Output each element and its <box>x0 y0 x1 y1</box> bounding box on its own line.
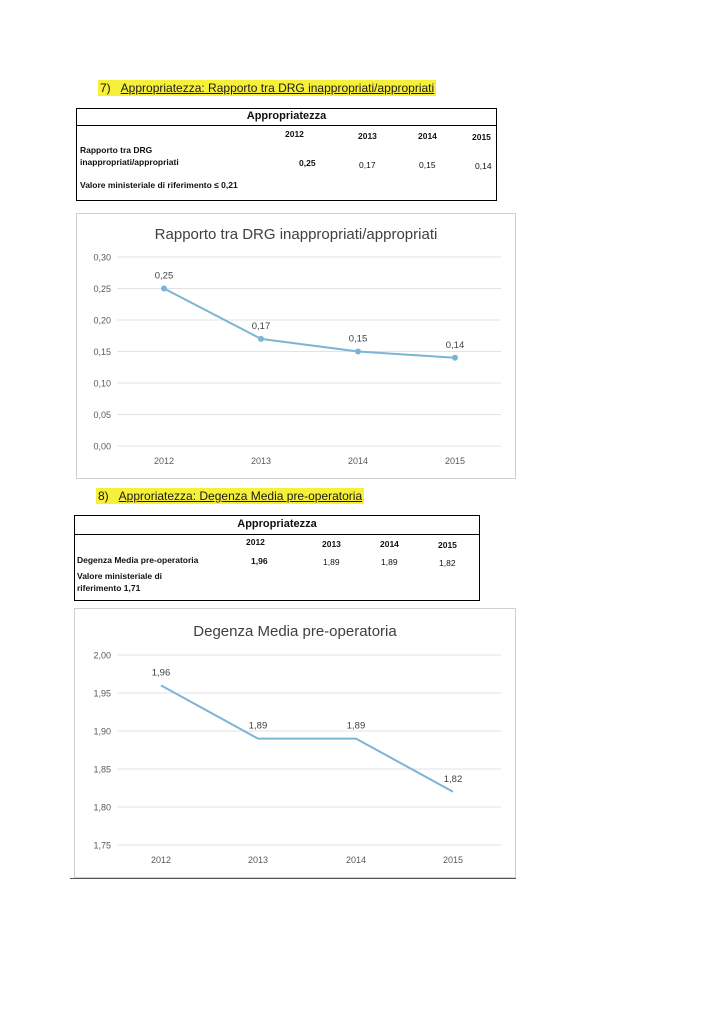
y-tick-label: 0,25 <box>93 284 111 294</box>
x-tick-label: 2014 <box>346 855 366 865</box>
x-tick-label: 2013 <box>251 456 271 466</box>
table-divider <box>77 125 496 126</box>
appropriatezza-table-drg: Appropriatezza 2012 2013 2014 2015 Rappo… <box>76 108 497 201</box>
table-title: Appropriatezza <box>237 518 317 530</box>
row-label: inappropriati/appropriati <box>80 157 179 167</box>
data-point <box>452 354 458 361</box>
section-number: 7) <box>100 81 111 95</box>
section-heading-8: 8) Approriatezza: Degenza Media pre-opera… <box>96 488 365 504</box>
series-line <box>160 684 454 793</box>
row-label: Degenza Media pre-operatoria <box>77 555 199 565</box>
y-tick-label: 1,80 <box>93 803 111 813</box>
y-tick-label: 1,85 <box>93 765 111 775</box>
chart-title: Rapporto tra DRG inappropriati/appropria… <box>154 226 438 243</box>
data-point <box>258 335 264 342</box>
data-label: 1,89 <box>347 721 366 732</box>
table-value: 0,25 <box>299 158 316 168</box>
table-value: 0,15 <box>419 160 436 170</box>
chart-degenza-media-svg: 1,75 1,80 1,85 1,90 1,95 2,00 2012 2013 2014 2015… <box>93 651 501 865</box>
year-header: 2013 <box>358 131 377 141</box>
page-divider <box>70 878 516 879</box>
data-label: 0,17 <box>252 321 271 332</box>
series-line <box>163 287 456 359</box>
data-label: 0,14 <box>446 340 465 351</box>
table-value: 0,17 <box>359 160 376 170</box>
data-label: 0,25 <box>155 271 174 282</box>
table-value: 0,14 <box>475 161 492 171</box>
section-title: Appropriatezza: Rapporto tra DRG inappro… <box>120 81 435 95</box>
year-header: 2012 <box>246 537 265 547</box>
chart-title: Degenza Media pre-operatoria <box>193 623 397 640</box>
y-tick-label: 0,30 <box>93 253 111 263</box>
section-title: Approriatezza: Degenza Media pre-operato… <box>118 489 363 503</box>
table-value: 1,82 <box>439 558 456 568</box>
row-label: Rapporto tra DRG <box>80 145 153 155</box>
reference-value: riferimento 1,71 <box>77 583 141 593</box>
chart-drg-ratio-svg: 0,00 0,05 0,10 0,15 0,20 0,25 0,30 2012 2013 2014… <box>93 253 501 466</box>
data-label: 0,15 <box>349 334 368 345</box>
year-header: 2013 <box>322 539 341 549</box>
table-value: 1,96 <box>251 556 268 566</box>
x-tick-label: 2013 <box>248 855 268 865</box>
y-tick-label: 0,05 <box>93 410 111 420</box>
y-tick-label: 0,20 <box>93 316 111 326</box>
appropriatezza-table-degenza: Appropriatezza 2012 2013 2014 2015 Degen… <box>74 515 480 601</box>
year-header: 2015 <box>472 132 491 142</box>
x-tick-label: 2012 <box>151 855 171 865</box>
table-divider <box>75 534 479 535</box>
data-point <box>355 348 361 355</box>
section-number: 8) <box>98 489 109 503</box>
chart-degenza-media: Degenza Media pre-operatoria 1,75 1,80 1,8… <box>74 608 516 878</box>
y-tick-label: 1,95 <box>93 689 111 699</box>
y-tick-label: 1,90 <box>93 727 111 737</box>
data-point <box>161 285 167 292</box>
x-tick-label: 2012 <box>154 456 174 466</box>
x-tick-label: 2015 <box>445 456 465 466</box>
x-tick-label: 2015 <box>443 855 463 865</box>
table-value: 1,89 <box>381 557 398 567</box>
year-header: 2015 <box>438 540 457 550</box>
year-header: 2012 <box>285 129 304 139</box>
section-heading-7: 7) Appropriatezza: Rapporto tra DRG inapp… <box>98 80 437 96</box>
y-tick-label: 0,00 <box>93 442 111 452</box>
table-value: 1,89 <box>323 557 340 567</box>
y-tick-label: 0,10 <box>93 379 111 389</box>
y-tick-label: 2,00 <box>93 651 111 661</box>
data-label: 1,96 <box>152 667 171 678</box>
reference-value: Valore ministeriale di riferimento ≤ 0,2… <box>80 180 238 190</box>
y-tick-label: 1,75 <box>93 841 111 851</box>
data-label: 1,82 <box>444 774 463 785</box>
data-label: 1,89 <box>249 721 268 732</box>
year-header: 2014 <box>380 539 399 549</box>
reference-value: Valore ministeriale di <box>77 571 163 581</box>
x-tick-label: 2014 <box>348 456 368 466</box>
chart-drg-ratio: Rapporto tra DRG inappropriati/appropria… <box>76 213 516 479</box>
year-header: 2014 <box>418 131 437 141</box>
table-title: Appropriatezza <box>246 110 327 122</box>
y-tick-label: 0,15 <box>93 347 111 357</box>
